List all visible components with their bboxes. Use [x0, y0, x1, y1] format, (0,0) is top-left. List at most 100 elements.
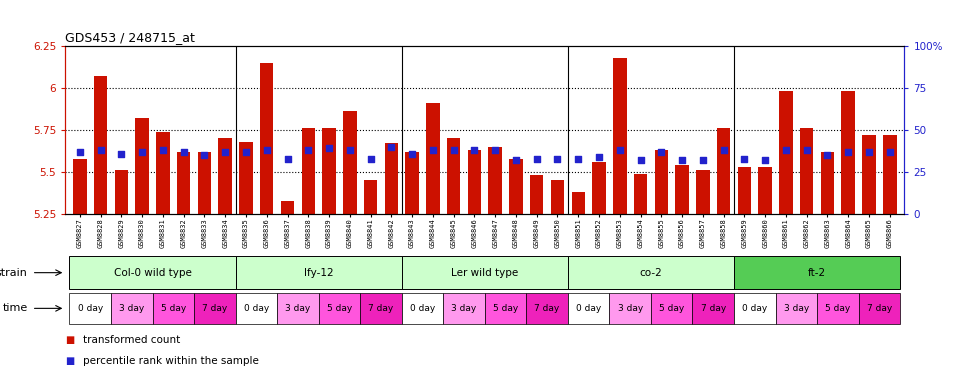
Point: [425, 147, 441, 153]
Bar: [135, 118, 149, 214]
Bar: [235, 256, 401, 289]
Bar: [69, 256, 235, 289]
Bar: [156, 132, 170, 214]
Text: Col-0 wild type: Col-0 wild type: [113, 268, 191, 278]
Point: [134, 149, 150, 155]
Bar: [568, 293, 610, 324]
Point: [757, 157, 773, 163]
Text: 5 day: 5 day: [492, 304, 518, 313]
Bar: [530, 175, 543, 214]
Bar: [734, 256, 900, 289]
Text: ■: ■: [65, 355, 75, 366]
Bar: [94, 76, 108, 214]
Text: 5 day: 5 day: [826, 304, 851, 313]
Bar: [235, 293, 277, 324]
Point: [633, 157, 648, 163]
Point: [342, 147, 357, 153]
Bar: [401, 293, 444, 324]
Bar: [568, 256, 734, 289]
Text: 7 day: 7 day: [369, 304, 394, 313]
Bar: [323, 128, 336, 214]
Point: [218, 149, 233, 155]
Point: [799, 147, 814, 153]
Point: [488, 147, 503, 153]
Point: [156, 147, 171, 153]
Bar: [634, 174, 647, 214]
Bar: [111, 293, 153, 324]
Point: [736, 156, 752, 161]
Point: [279, 156, 295, 161]
Point: [238, 149, 253, 155]
Bar: [526, 293, 568, 324]
Text: 7 day: 7 day: [867, 304, 892, 313]
Bar: [198, 152, 211, 214]
Bar: [613, 57, 627, 214]
Bar: [405, 152, 419, 214]
Text: ft-2: ft-2: [808, 268, 827, 278]
Bar: [447, 138, 461, 214]
Text: 3 day: 3 day: [783, 304, 809, 313]
Bar: [780, 91, 793, 214]
Bar: [692, 293, 734, 324]
Text: ■: ■: [65, 335, 75, 345]
Bar: [485, 293, 526, 324]
Point: [841, 149, 856, 155]
Point: [612, 147, 628, 153]
Text: time: time: [2, 303, 28, 313]
Bar: [364, 180, 377, 214]
Bar: [69, 293, 111, 324]
Text: strain: strain: [0, 268, 28, 278]
Bar: [800, 128, 813, 214]
Bar: [280, 201, 295, 214]
Bar: [239, 142, 252, 214]
Bar: [776, 293, 817, 324]
Point: [176, 149, 191, 155]
Bar: [737, 167, 751, 214]
Point: [72, 149, 87, 155]
Bar: [319, 293, 360, 324]
Text: 7 day: 7 day: [535, 304, 560, 313]
Point: [570, 156, 586, 161]
Point: [820, 152, 835, 158]
Point: [113, 150, 129, 156]
Point: [300, 147, 316, 153]
Text: 7 day: 7 day: [701, 304, 726, 313]
Point: [197, 152, 212, 158]
Point: [404, 150, 420, 156]
Bar: [177, 152, 190, 214]
Point: [322, 146, 337, 152]
Text: 0 day: 0 day: [244, 304, 269, 313]
Text: 3 day: 3 day: [119, 304, 144, 313]
Point: [508, 157, 523, 163]
Bar: [301, 128, 315, 214]
Point: [779, 147, 794, 153]
Bar: [610, 293, 651, 324]
Bar: [360, 293, 401, 324]
Bar: [592, 162, 606, 214]
Bar: [401, 256, 568, 289]
Bar: [651, 293, 692, 324]
Text: 3 day: 3 day: [617, 304, 643, 313]
Bar: [696, 170, 709, 214]
Bar: [444, 293, 485, 324]
Text: GDS453 / 248715_at: GDS453 / 248715_at: [65, 31, 195, 44]
Text: 5 day: 5 day: [660, 304, 684, 313]
Text: lfy-12: lfy-12: [304, 268, 333, 278]
Bar: [114, 170, 128, 214]
Bar: [343, 111, 356, 214]
Point: [695, 157, 710, 163]
Point: [259, 147, 275, 153]
Bar: [571, 192, 585, 214]
Text: 5 day: 5 day: [160, 304, 186, 313]
Bar: [551, 180, 564, 214]
Bar: [821, 152, 834, 214]
Point: [467, 147, 482, 153]
Point: [446, 147, 462, 153]
Point: [861, 149, 876, 155]
Bar: [153, 293, 194, 324]
Bar: [489, 147, 502, 214]
Point: [716, 147, 732, 153]
Text: percentile rank within the sample: percentile rank within the sample: [83, 355, 258, 366]
Text: Ler wild type: Ler wild type: [451, 268, 518, 278]
Text: 7 day: 7 day: [203, 304, 228, 313]
